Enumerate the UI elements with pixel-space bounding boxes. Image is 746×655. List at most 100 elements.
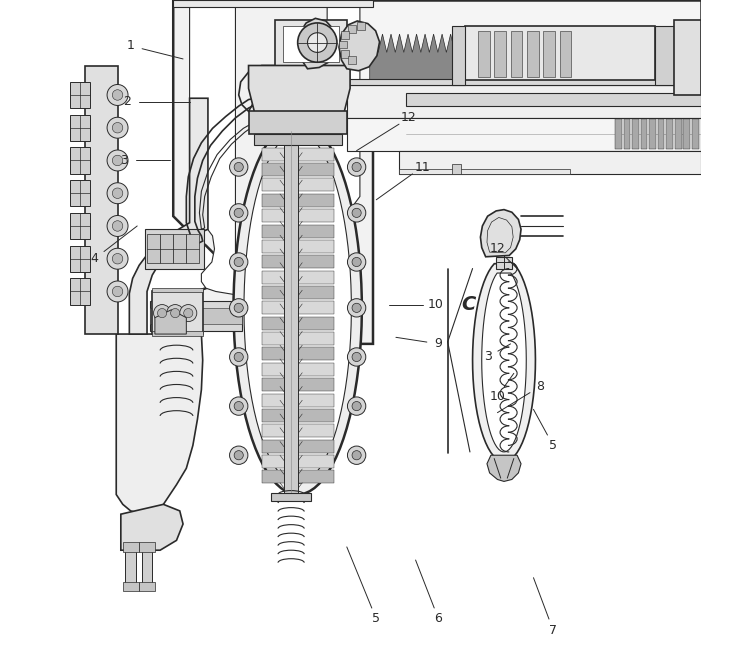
Circle shape <box>230 299 248 317</box>
Bar <box>692 119 698 149</box>
Bar <box>123 542 139 552</box>
Circle shape <box>230 204 248 222</box>
Polygon shape <box>370 34 694 85</box>
Bar <box>357 22 365 30</box>
Bar <box>633 119 639 149</box>
Circle shape <box>352 402 361 411</box>
Polygon shape <box>339 21 380 71</box>
Bar <box>262 178 333 191</box>
Circle shape <box>113 253 123 264</box>
Circle shape <box>230 397 248 415</box>
Polygon shape <box>451 164 462 174</box>
Polygon shape <box>173 0 373 344</box>
Circle shape <box>352 352 361 362</box>
Text: 3: 3 <box>483 350 492 364</box>
Polygon shape <box>480 210 521 257</box>
Bar <box>342 31 349 39</box>
Polygon shape <box>233 124 362 495</box>
Circle shape <box>113 155 123 166</box>
Circle shape <box>113 188 123 198</box>
Bar <box>70 180 90 206</box>
Bar <box>70 213 90 239</box>
Text: 7: 7 <box>549 624 557 637</box>
Polygon shape <box>248 111 347 134</box>
Text: 10: 10 <box>427 298 443 311</box>
Bar <box>683 119 690 149</box>
Circle shape <box>352 162 361 172</box>
Bar <box>262 394 333 407</box>
Circle shape <box>180 305 197 322</box>
Bar <box>186 234 199 263</box>
Bar <box>125 547 136 586</box>
Bar <box>262 225 333 238</box>
Bar <box>70 82 90 108</box>
Polygon shape <box>496 257 512 269</box>
Polygon shape <box>85 66 118 334</box>
Bar <box>123 582 139 591</box>
Bar <box>262 194 333 207</box>
Polygon shape <box>347 0 700 85</box>
Bar <box>152 288 203 292</box>
Bar <box>342 50 349 58</box>
Circle shape <box>234 352 243 362</box>
Bar <box>262 378 333 391</box>
Bar <box>160 234 173 263</box>
Bar <box>262 440 333 453</box>
Bar <box>262 347 333 360</box>
Text: 4: 4 <box>91 252 98 265</box>
Polygon shape <box>347 85 700 118</box>
Circle shape <box>234 451 243 460</box>
Text: 2: 2 <box>123 95 131 108</box>
Bar <box>650 119 656 149</box>
Circle shape <box>234 402 243 411</box>
Bar <box>142 547 152 586</box>
Bar <box>658 119 665 149</box>
Polygon shape <box>116 334 203 514</box>
Polygon shape <box>465 26 655 80</box>
Circle shape <box>113 221 123 231</box>
Circle shape <box>348 204 366 222</box>
Bar <box>262 317 333 329</box>
Bar <box>262 363 333 376</box>
Circle shape <box>348 158 366 176</box>
Circle shape <box>348 348 366 366</box>
Polygon shape <box>272 493 311 501</box>
Text: 5: 5 <box>549 439 557 452</box>
Polygon shape <box>121 504 183 550</box>
Circle shape <box>234 257 243 267</box>
Bar <box>494 31 506 77</box>
Circle shape <box>234 208 243 217</box>
Circle shape <box>107 84 128 105</box>
Circle shape <box>348 253 366 271</box>
Polygon shape <box>129 98 208 334</box>
Polygon shape <box>451 26 465 85</box>
Circle shape <box>113 122 123 133</box>
Bar <box>152 331 203 336</box>
Bar <box>262 271 333 284</box>
Text: 6: 6 <box>435 612 442 626</box>
Bar <box>284 131 298 498</box>
Bar <box>339 41 347 48</box>
Circle shape <box>107 281 128 302</box>
Circle shape <box>348 397 366 415</box>
Bar <box>70 278 90 305</box>
Bar <box>147 234 160 263</box>
Bar <box>641 119 648 149</box>
Text: 11: 11 <box>414 160 430 174</box>
Polygon shape <box>482 273 526 452</box>
Polygon shape <box>399 151 700 174</box>
Bar <box>348 25 356 33</box>
Polygon shape <box>275 20 347 69</box>
Bar <box>510 31 522 77</box>
Polygon shape <box>298 18 337 69</box>
Bar <box>70 115 90 141</box>
Bar <box>262 148 333 160</box>
Polygon shape <box>327 0 360 259</box>
Circle shape <box>230 446 248 464</box>
Bar <box>70 246 90 272</box>
Circle shape <box>166 305 184 322</box>
Circle shape <box>107 150 128 171</box>
Text: 5: 5 <box>372 612 380 626</box>
Text: 9: 9 <box>435 337 442 350</box>
Text: 8: 8 <box>536 380 544 393</box>
